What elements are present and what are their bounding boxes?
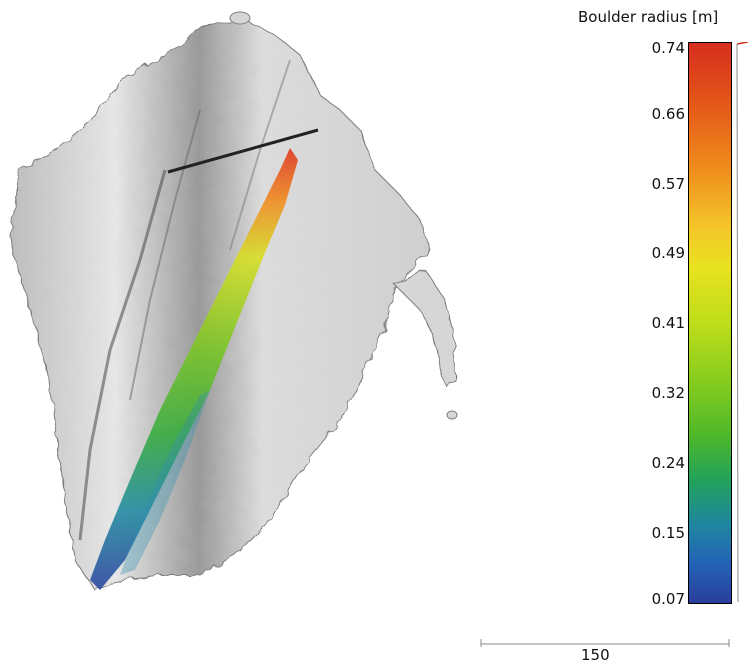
colorbar-tick-label: 0.49 bbox=[651, 244, 685, 262]
colorbar-tick-label: 0.41 bbox=[651, 314, 685, 332]
colorbar-title: Boulder radius [m] bbox=[578, 8, 719, 26]
boulder-trajectories-spread bbox=[120, 390, 210, 575]
colorbar-tick-label: 0.07 bbox=[651, 590, 685, 608]
colorbar-tick-label: 0.66 bbox=[651, 105, 685, 123]
colorbar-tick-label: 0.32 bbox=[651, 384, 685, 402]
colorbar bbox=[688, 42, 732, 604]
scale-bar-label: 150 bbox=[581, 646, 610, 664]
gully-shadow bbox=[229, 59, 291, 251]
colorbar-side-indicator bbox=[736, 42, 749, 603]
colorbar-tick-label: 0.74 bbox=[651, 39, 685, 57]
release-line bbox=[167, 128, 319, 174]
colorbar-tick-label: 0.57 bbox=[651, 175, 685, 193]
terrain-fragment bbox=[446, 410, 458, 420]
colorbar-tick-label: 0.24 bbox=[651, 454, 685, 472]
terrain-fragment bbox=[229, 11, 251, 25]
scale-bar bbox=[480, 639, 730, 647]
colorbar-tick-label: 0.15 bbox=[651, 524, 685, 542]
gully-shadow bbox=[78, 169, 167, 541]
terrain-right-arm bbox=[394, 269, 456, 386]
terrain-3d-view bbox=[9, 11, 458, 591]
gully-shadow bbox=[129, 109, 201, 401]
boulder-trajectories bbox=[90, 148, 298, 590]
